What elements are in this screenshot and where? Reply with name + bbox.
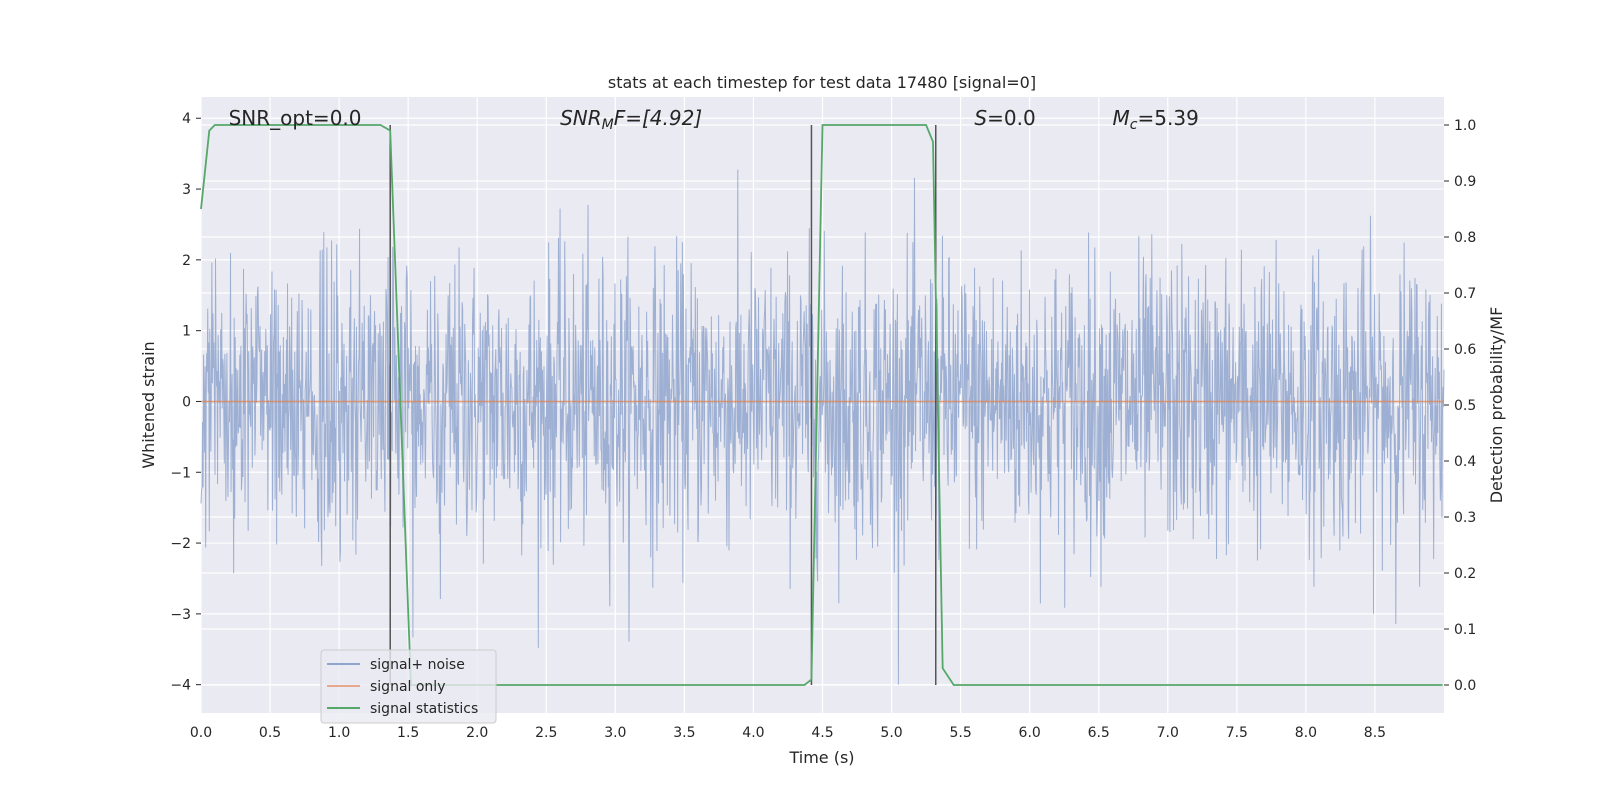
x-tick-label: 8.0 [1295, 725, 1317, 741]
x-tick-label: 8.5 [1364, 725, 1386, 741]
y-left-tick-label: 4 [182, 111, 191, 127]
x-tick-label: 2.5 [535, 725, 557, 741]
y-right-tick-label: 0.3 [1454, 510, 1476, 526]
x-tick-label: 5.5 [949, 725, 971, 741]
legend-label: signal only [370, 679, 445, 695]
y-left-tick-label: 2 [182, 253, 191, 269]
x-tick-label: 4.5 [811, 725, 833, 741]
x-tick-label: 7.5 [1226, 725, 1248, 741]
y-right-tick-label: 0.9 [1454, 174, 1476, 190]
y-right-axis-label: Detection probability/MF [1487, 307, 1506, 504]
legend: signal+ noise signal only signal statistic… [320, 649, 497, 724]
y-left-tick-label: −4 [170, 678, 191, 694]
x-tick-label: 7.0 [1157, 725, 1179, 741]
annotations: SNR_opt=0.0 SNRMF=[4.92] S=0.0 Mc=5.39 [229, 106, 1199, 133]
noise-series [200, 169, 1445, 685]
y-left-tick-label: 0 [182, 394, 191, 410]
x-tick-label: 3.0 [604, 725, 626, 741]
x-tick-label: 3.5 [673, 725, 695, 741]
annotation-text: Mc=5.39 [1113, 106, 1199, 133]
x-tick-label: 1.0 [328, 725, 350, 741]
x-tick-label: 6.5 [1088, 725, 1110, 741]
x-tick-label: 0.5 [259, 725, 281, 741]
y-left-tick-label: −1 [170, 465, 191, 481]
signal-statistics-line [200, 124, 1443, 686]
y-right-tick-label: 0.4 [1454, 454, 1476, 470]
x-tick-label: 2.0 [466, 725, 488, 741]
y-right-tick-label: 0.1 [1454, 622, 1476, 638]
chart-title: stats at each timestep for test data 174… [608, 73, 1036, 92]
y-right-tick-label: 0.2 [1454, 566, 1476, 582]
noise-line [200, 169, 1445, 685]
legend-label: signal statistics [370, 701, 478, 717]
legend-label: signal+ noise [370, 657, 465, 673]
y-left-axis-label: Whitened strain [139, 341, 158, 468]
y-right-axis-ticks: 1.0 0.9 0.8 0.7 0.6 0.5 0.4 0.3 0.2 0.1 0.0 [1444, 118, 1476, 694]
legend-box [320, 649, 497, 724]
y-right-tick-label: 0.5 [1454, 398, 1476, 414]
y-right-tick-label: 0.8 [1454, 230, 1476, 246]
y-left-tick-label: 3 [182, 182, 191, 198]
y-right-tick-label: 0.0 [1454, 678, 1476, 694]
y-left-tick-label: −2 [170, 536, 191, 552]
annotation-text: SNRMF=[4.92] [560, 106, 702, 133]
x-tick-label: 5.0 [880, 725, 902, 741]
y-right-tick-label: 0.7 [1454, 286, 1476, 302]
y-left-tick-label: −3 [170, 607, 191, 623]
vertical-lines [389, 125, 937, 685]
x-axis-ticks: 0.0 0.5 1.0 1.5 2.0 2.5 3.0 3.5 4.0 4.5 5.0 5.5 6.0 6… [190, 725, 1386, 741]
y-right-tick-label: 1.0 [1454, 118, 1476, 134]
x-tick-label: 6.0 [1019, 725, 1041, 741]
x-tick-label: 4.0 [742, 725, 764, 741]
x-tick-label: 1.5 [397, 725, 419, 741]
x-axis-label: Time (s) [788, 748, 854, 767]
annotation-text: S=0.0 [974, 106, 1035, 130]
signal-statistics-series [200, 124, 1443, 686]
y-right-tick-label: 0.6 [1454, 342, 1476, 358]
y-left-axis-ticks: 4 3 2 1 0 −1 −2 −3 −4 [170, 111, 201, 694]
annotation-text: SNR_opt=0.0 [229, 106, 362, 130]
x-tick-label: 0.0 [190, 725, 212, 741]
y-left-tick-label: 1 [182, 324, 191, 340]
